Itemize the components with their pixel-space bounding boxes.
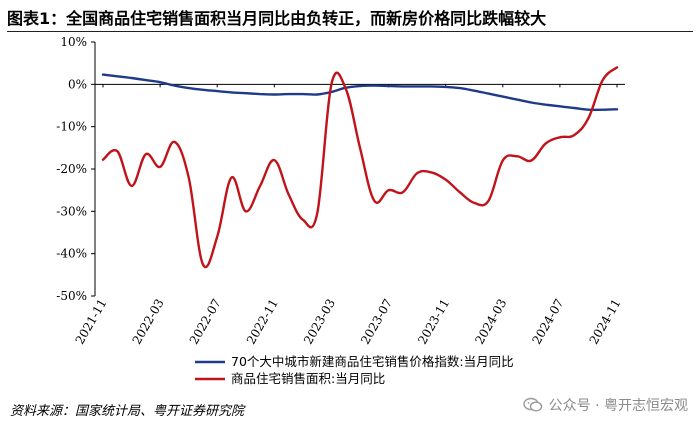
y-tick-label: 0% bbox=[68, 77, 87, 91]
y-tick-label: 10% bbox=[60, 35, 87, 49]
legend-label: 商品住宅销售面积:当月同比 bbox=[231, 371, 385, 386]
sales-area-yoy-line bbox=[101, 66, 619, 269]
x-tick-label: 2021-11 bbox=[73, 297, 110, 347]
legend-label: 70个大中城市新建商品住宅销售价格指数:当月同比 bbox=[231, 354, 514, 369]
y-tick-label: -40% bbox=[56, 247, 87, 261]
y-tick-label: -20% bbox=[56, 162, 87, 176]
x-tick-label: 2023-07 bbox=[358, 297, 395, 347]
x-tick-label: 2023-03 bbox=[301, 297, 338, 347]
wechat-icon bbox=[522, 397, 542, 412]
x-tick-label: 2024-03 bbox=[472, 297, 509, 347]
y-tick-label: -50% bbox=[56, 289, 87, 303]
x-tick-label: 2022-07 bbox=[187, 297, 224, 347]
x-tick-label: 2023-11 bbox=[415, 297, 452, 347]
watermark-text: 公众号 · 粤开志恒宏观 bbox=[548, 398, 688, 414]
watermark: 公众号 · 粤开志恒宏观 bbox=[522, 395, 688, 415]
x-tick-label: 2024-11 bbox=[587, 297, 624, 347]
x-tick-label: 2022-11 bbox=[244, 297, 281, 347]
x-tick-label: 2024-07 bbox=[529, 297, 566, 347]
x-tick-label: 2022-03 bbox=[130, 297, 167, 347]
price-index-yoy-line bbox=[101, 73, 619, 112]
figure-title: 图表1：全国商品住宅销售面积当月同比由负转正，而新房价格同比跌幅较大 bbox=[7, 9, 547, 28]
title-divider bbox=[7, 31, 693, 32]
source-note: 资料来源：国家统计局、粤开证券研究院 bbox=[10, 404, 245, 419]
y-tick-label: -10% bbox=[56, 120, 87, 134]
y-tick-label: -30% bbox=[56, 204, 87, 218]
